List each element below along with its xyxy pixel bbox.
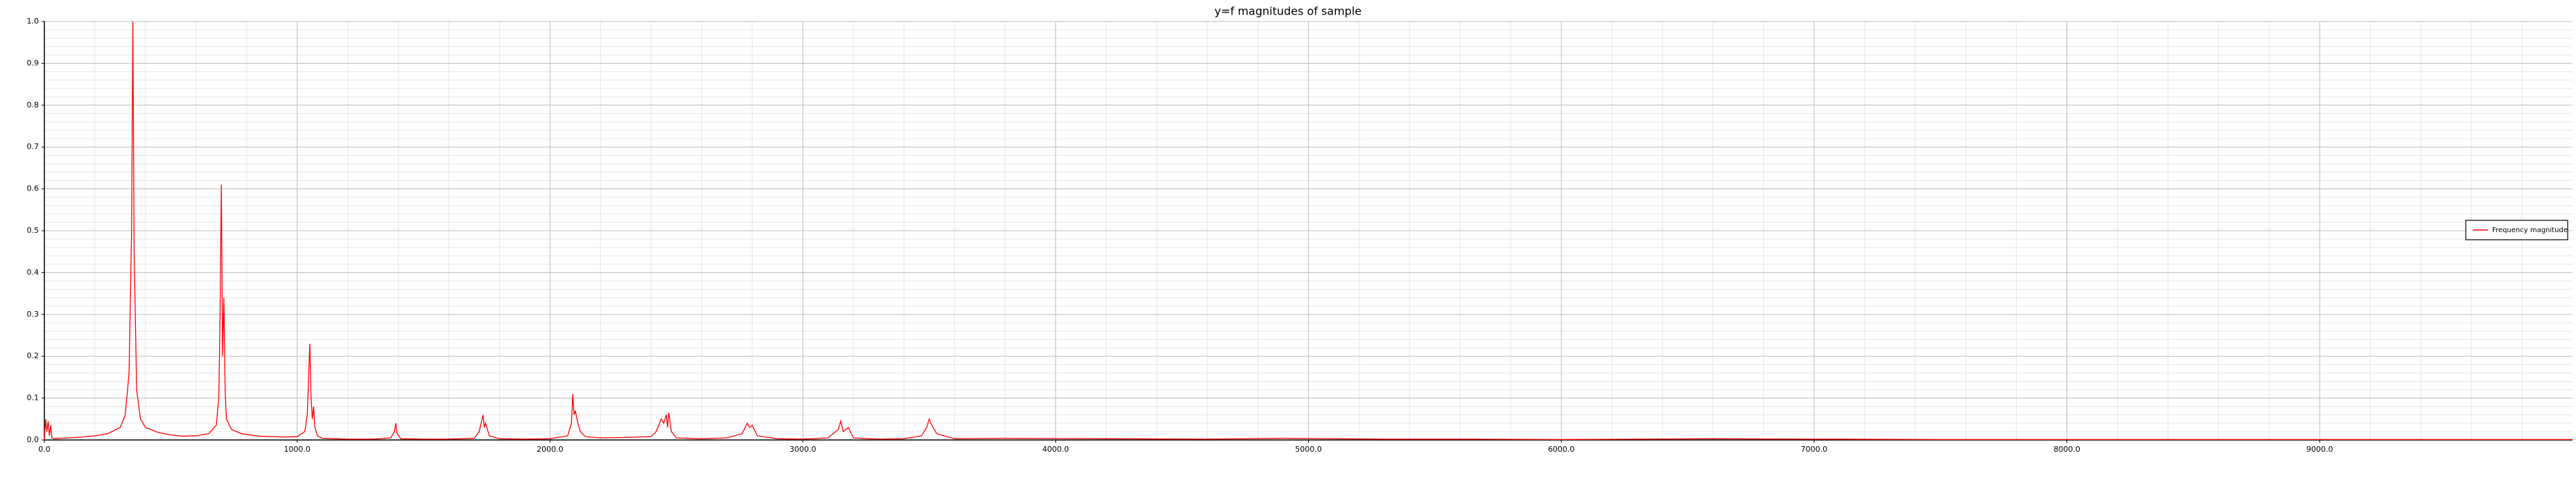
y-tick-label: 0.9 [27, 58, 40, 67]
y-tick-label: 0.2 [27, 351, 40, 360]
line-series [44, 21, 2573, 441]
y-tick-label: 0.4 [27, 267, 40, 276]
legend-label: Frequency magnitude [2492, 227, 2568, 234]
y-tick-label: 0.3 [27, 310, 40, 319]
chart-title: y=f magnitudes of sample [1215, 5, 1361, 18]
x-tick-label: 4000.0 [1043, 445, 1070, 454]
x-tick-label: 3000.0 [790, 445, 817, 454]
y-tick-label: 0.0 [27, 435, 40, 444]
x-tick-label: 5000.0 [1295, 445, 1322, 454]
y-tick-label: 0.5 [27, 226, 40, 235]
x-tick-label: 0.0 [38, 445, 51, 454]
y-tick-label: 0.6 [27, 184, 40, 193]
y-tick-label: 1.0 [27, 17, 40, 26]
x-tick-label: 8000.0 [2053, 445, 2080, 454]
x-tick-label: 2000.0 [537, 445, 564, 454]
x-tick-label: 1000.0 [284, 445, 311, 454]
x-tick-label: 6000.0 [1548, 445, 1575, 454]
x-tick-label: 9000.0 [2306, 445, 2333, 454]
y-tick-label: 0.1 [27, 394, 40, 403]
y-tick-label: 0.8 [27, 100, 40, 109]
y-tick-label: 0.7 [27, 142, 40, 151]
x-tick-label: 7000.0 [1801, 445, 1828, 454]
